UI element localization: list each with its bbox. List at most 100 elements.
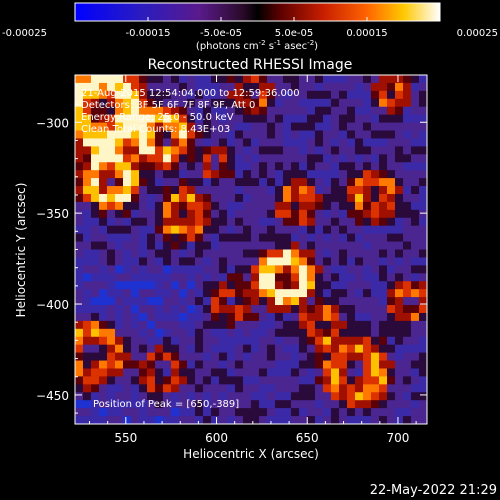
heatmap-cell (275, 75, 284, 84)
heatmap-cell (283, 98, 292, 108)
heatmap-cell (355, 305, 364, 314)
heatmap-cell (171, 360, 180, 369)
heatmap-cell (323, 241, 332, 250)
heatmap-cell (107, 154, 116, 163)
heatmap-cell (315, 178, 324, 187)
heatmap-cell (371, 193, 380, 203)
heatmap-cell (123, 281, 132, 290)
heatmap-cell (99, 146, 108, 155)
heatmap-cell (147, 193, 156, 203)
heatmap-cell (419, 193, 427, 203)
heatmap-cell (315, 336, 324, 345)
heatmap-cell (243, 186, 252, 195)
heatmap-cell (99, 75, 108, 84)
heatmap-cell (107, 122, 116, 131)
heatmap-cell (227, 178, 236, 187)
heatmap-cell (323, 122, 332, 131)
heatmap-cell (387, 225, 396, 234)
heatmap-cell (419, 98, 427, 108)
heatmap-cell (331, 312, 340, 322)
heatmap-cell (315, 408, 324, 417)
heatmap-cell (355, 209, 364, 219)
heatmap-cell (355, 170, 364, 179)
heatmap-cell (387, 138, 396, 147)
heatmap-cell (211, 98, 220, 108)
heatmap-cell (235, 106, 244, 115)
heatmap-cell (339, 162, 348, 171)
heatmap-cell (107, 178, 116, 187)
heatmap-cell (291, 289, 300, 298)
heatmap-cell (171, 408, 180, 417)
heatmap-cell (403, 146, 412, 155)
heatmap-cell (323, 352, 332, 361)
heatmap-cell (123, 320, 132, 330)
heatmap-cell (267, 217, 276, 226)
heatmap-cell (123, 178, 132, 187)
heatmap-cell (307, 368, 316, 377)
heatmap-cell (387, 320, 396, 330)
heatmap-cell (131, 130, 140, 139)
heatmap-cell (211, 225, 220, 234)
heatmap-cell (379, 281, 388, 290)
heatmap-cell (291, 312, 300, 322)
heatmap-cell (91, 297, 100, 306)
heatmap-cell (307, 257, 316, 266)
heatmap-cell (395, 82, 404, 92)
heatmap-cell (339, 193, 348, 203)
heatmap-cell (355, 106, 364, 115)
heatmap-cell (267, 336, 276, 345)
heatmap-cell (419, 368, 427, 377)
heatmap-cell (307, 265, 316, 274)
heatmap-cell (107, 320, 116, 330)
heatmap-cell (371, 170, 380, 179)
heatmap-cell (347, 146, 356, 155)
heatmap-cell (243, 273, 252, 282)
heatmap-cell (347, 233, 356, 242)
heatmap-cell (251, 170, 260, 179)
heatmap-cell (283, 170, 292, 179)
heatmap-cell (155, 186, 164, 195)
heatmap-cell (187, 154, 196, 163)
heatmap-cell (195, 344, 204, 353)
heatmap-cell (235, 265, 244, 274)
heatmap-cell (307, 384, 316, 393)
heatmap-cell (179, 114, 188, 123)
heatmap-cell (115, 114, 124, 123)
heatmap-cell (379, 344, 388, 353)
heatmap-cell (131, 344, 140, 353)
heatmap-cell (355, 233, 364, 242)
heatmap-cell (219, 170, 228, 179)
heatmap-cell (379, 90, 388, 100)
heatmap-cell (195, 178, 204, 187)
heatmap-cell (307, 186, 316, 195)
heatmap-cell (123, 368, 132, 377)
heatmap-cell (115, 98, 124, 108)
heatmap-cell (171, 114, 180, 123)
heatmap-cell (99, 265, 108, 274)
heatmap-cell (363, 360, 372, 369)
heatmap-cell (339, 178, 348, 187)
heatmap-cell (339, 392, 348, 401)
heatmap-cell (91, 122, 100, 131)
heatmap-cell (83, 138, 92, 147)
heatmap-cell (115, 336, 124, 345)
heatmap-cell (355, 281, 364, 290)
heatmap-cell (323, 368, 332, 377)
heatmap-cell (323, 178, 332, 187)
heatmap-cell (235, 408, 244, 417)
heatmap-cell (403, 265, 412, 274)
heatmap-cell (395, 114, 404, 123)
heatmap-cell (227, 225, 236, 234)
heatmap-cell (91, 376, 100, 385)
heatmap-cell (187, 106, 196, 115)
heatmap-cell (411, 352, 420, 361)
heatmap-cell (315, 186, 324, 195)
heatmap-cell (195, 241, 204, 250)
heatmap-cell (339, 209, 348, 219)
heatmap-cell (259, 201, 268, 211)
heatmap-cell (211, 217, 220, 226)
heatmap-cell (331, 82, 340, 92)
heatmap-cell (107, 217, 116, 226)
heatmap-cell (403, 273, 412, 282)
heatmap-cell (139, 90, 148, 100)
